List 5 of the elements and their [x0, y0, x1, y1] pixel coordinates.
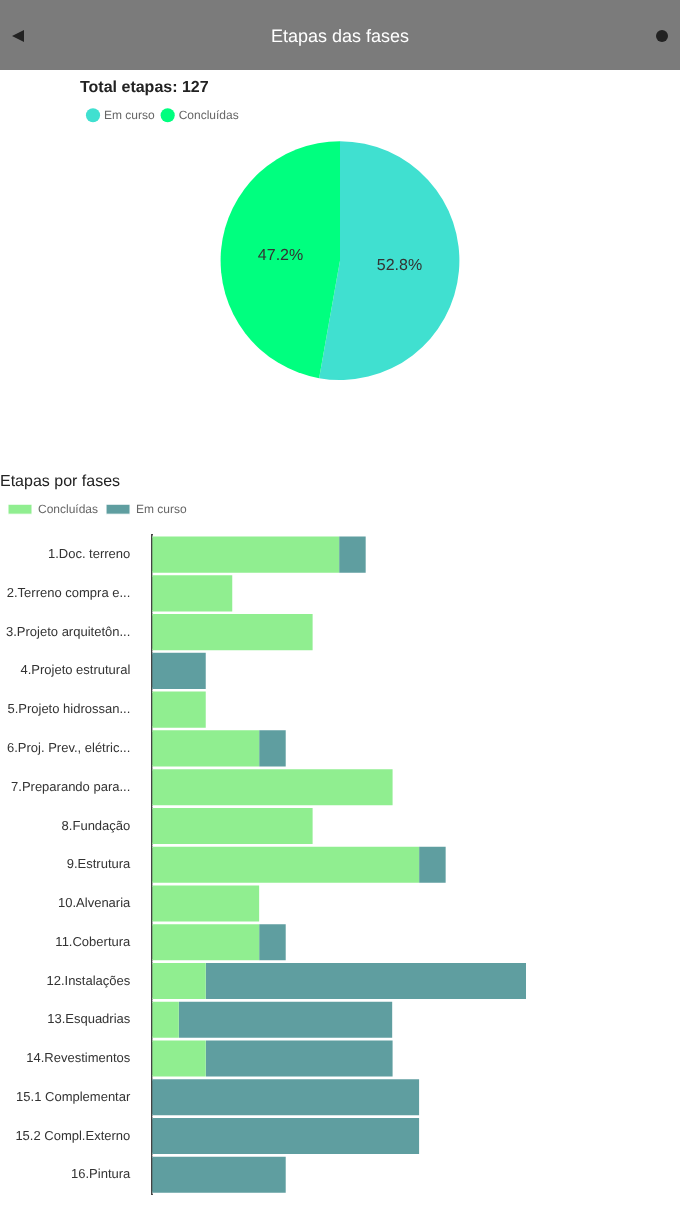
data-label: 47.2%: [257, 245, 304, 264]
chart-title: Etapas por fases: [0, 472, 121, 491]
data-label: 52.8%: [376, 256, 423, 275]
chart-subtitle: Total etapas: 127: [80, 78, 210, 97]
chart-title: Etapas das fases: [270, 25, 410, 45]
